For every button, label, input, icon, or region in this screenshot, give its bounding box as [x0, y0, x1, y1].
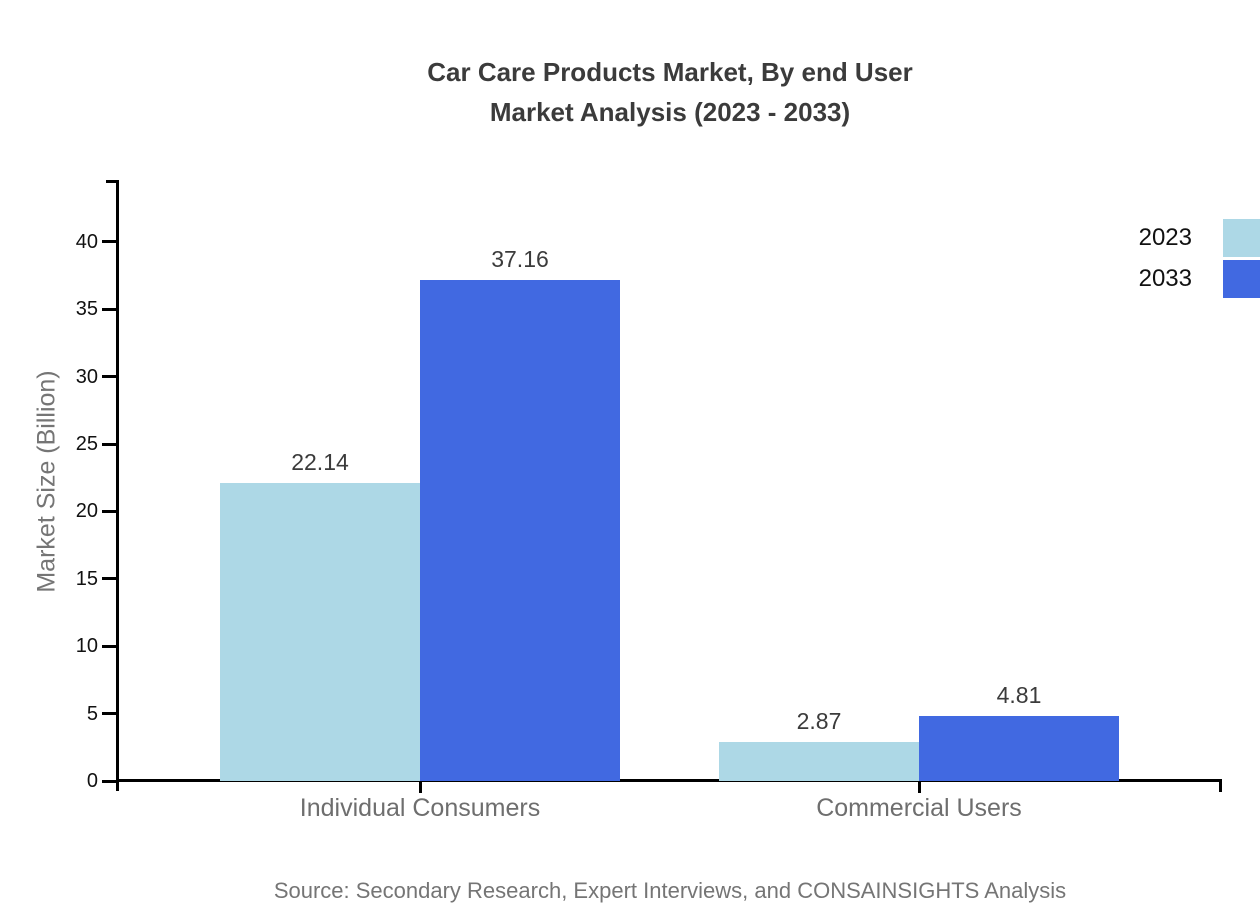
y-tick-mark — [102, 509, 117, 513]
y-tick-label: 35 — [75, 298, 98, 321]
y-axis-top-cap — [106, 180, 119, 183]
x-tick-mark — [418, 781, 422, 793]
y-tick-mark — [102, 442, 117, 446]
bar-2023-commercial-users — [719, 742, 919, 781]
source-note: Source: Secondary Research, Expert Inter… — [273, 878, 1067, 903]
y-tick-mark — [102, 577, 117, 581]
y-tick-mark — [102, 307, 117, 311]
y-tick-mark — [102, 644, 117, 648]
y-tick-label: 10 — [75, 635, 98, 658]
category-label-commercial-users: Commercial Users — [816, 794, 1022, 822]
bar-2023-individual-consumers — [220, 482, 420, 781]
legend-item-2033: 2033 — [1139, 260, 1260, 298]
bar-value-label-2023-individual-consumers: 22.14 — [291, 448, 349, 475]
y-tick-label: 30 — [75, 365, 98, 388]
x-axis-line — [116, 779, 1222, 782]
bar-2033-individual-consumers — [420, 280, 620, 781]
y-tick-label: 15 — [75, 567, 98, 590]
legend: 2023 2033 — [1139, 219, 1260, 301]
y-axis-line — [116, 180, 119, 791]
legend-label-2023: 2023 — [1138, 224, 1192, 251]
y-tick-mark — [102, 712, 117, 716]
y-tick-mark — [102, 375, 117, 379]
chart-title: Car Care Products Market, By end User Ma… — [70, 52, 1260, 132]
chart-title-line2: Market Analysis (2023 - 2033) — [489, 97, 851, 127]
y-tick-label: 25 — [75, 433, 98, 456]
y-tick-label: 5 — [86, 702, 98, 725]
chart-title-line1: Car Care Products Market, By end User — [427, 57, 913, 87]
bar-2033-commercial-users — [919, 716, 1119, 781]
x-tick-mark — [917, 781, 921, 793]
bar-value-label-2033-individual-consumers: 37.16 — [491, 246, 549, 273]
bar-value-label-2033-commercial-users: 4.81 — [996, 682, 1042, 709]
category-label-individual-consumers: Individual Consumers — [299, 794, 541, 822]
legend-item-2023: 2023 — [1139, 219, 1260, 257]
y-tick-mark — [102, 779, 117, 783]
legend-swatch-2023 — [1223, 219, 1260, 257]
legend-label-2033: 2033 — [1138, 265, 1192, 292]
y-tick-mark — [102, 240, 117, 244]
y-tick-label: 40 — [75, 230, 98, 253]
x-axis-right-cap — [1219, 779, 1222, 792]
legend-swatch-2033 — [1223, 260, 1260, 298]
y-tick-label: 0 — [86, 770, 98, 792]
bar-value-label-2023-commercial-users: 2.87 — [796, 708, 842, 735]
y-tick-label: 20 — [75, 500, 98, 523]
